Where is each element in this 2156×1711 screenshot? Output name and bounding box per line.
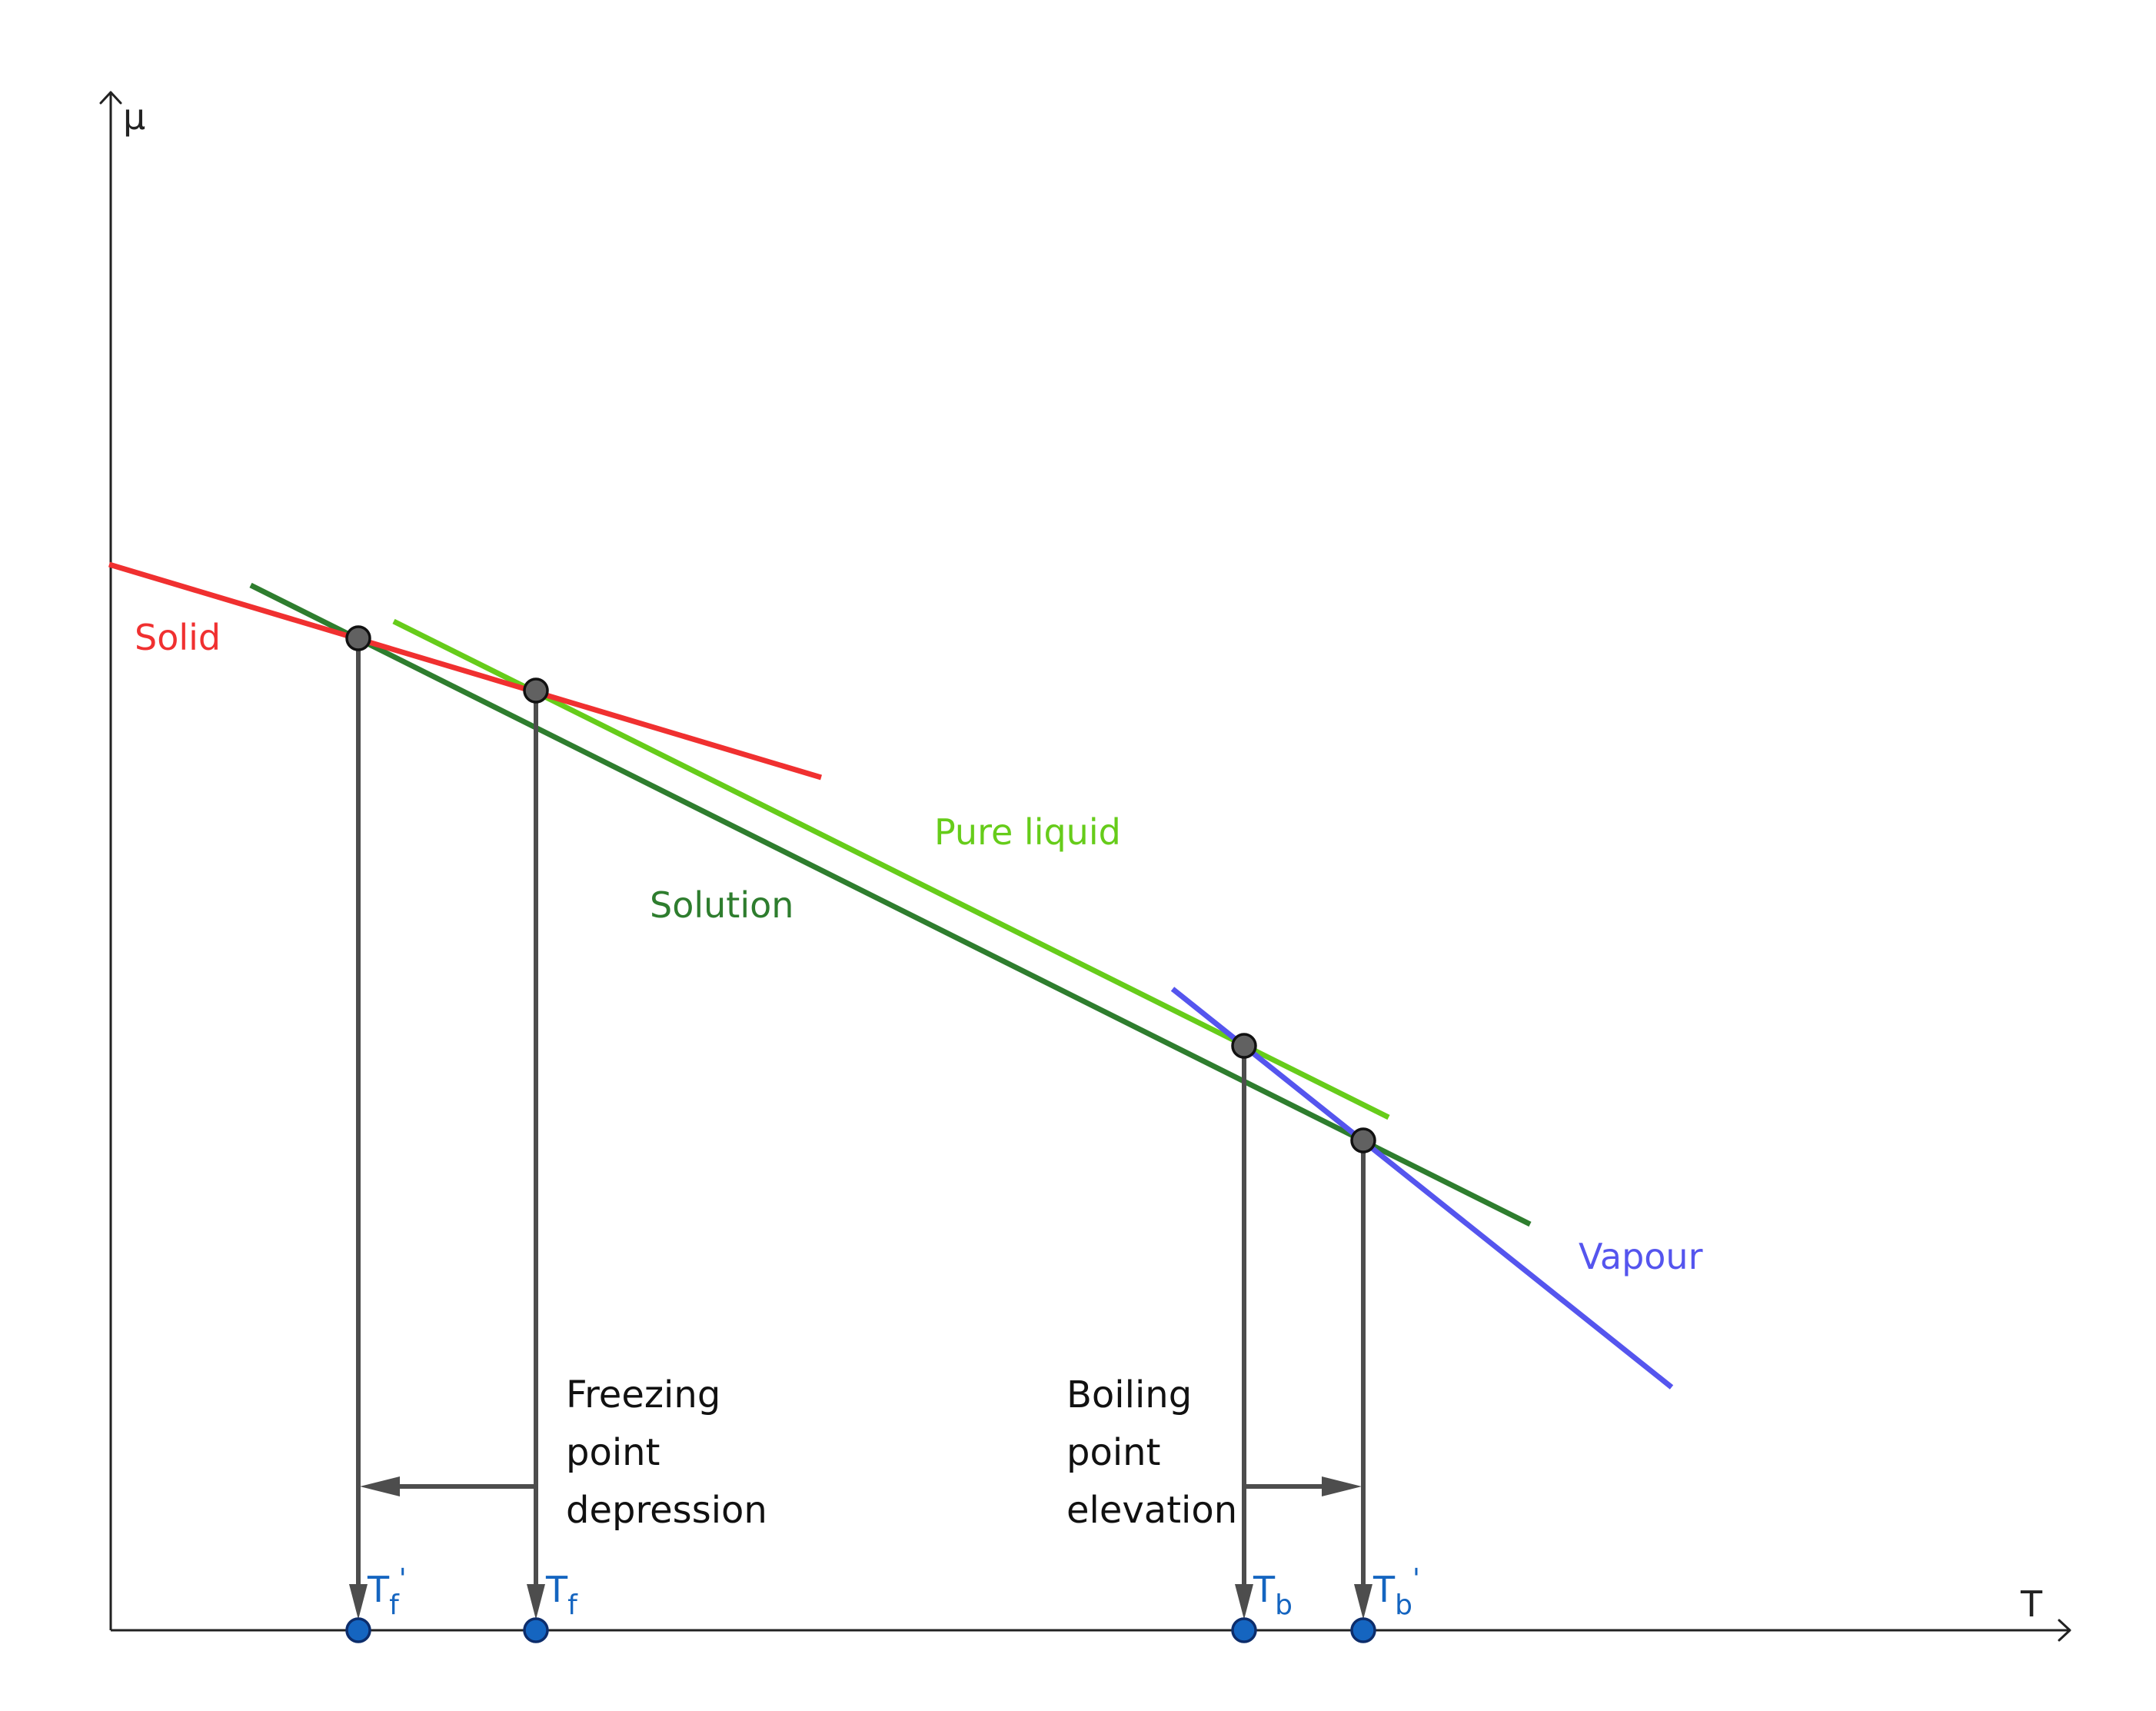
solution-line bbox=[249, 582, 1532, 1227]
boiling-annotation-line-3: elevation bbox=[1066, 1489, 1237, 1532]
tb-label-base: T bbox=[1253, 1569, 1276, 1610]
x-axis-arrow-icon bbox=[2058, 1619, 2071, 1642]
freezing-annotation-line-1: Freezing bbox=[566, 1373, 720, 1416]
solid-line bbox=[108, 561, 823, 781]
boiling-annotation-line-2: point bbox=[1066, 1431, 1160, 1474]
vapour-line bbox=[1170, 987, 1674, 1390]
vapour-label: Vapour bbox=[1579, 1236, 1703, 1277]
tb-prime-label-sub: b bbox=[1395, 1589, 1412, 1621]
temperature-points bbox=[345, 1617, 1376, 1643]
tf-arrowhead-icon bbox=[527, 1584, 545, 1619]
x-axis-label: T bbox=[2020, 1583, 2043, 1625]
tf-prime-label-base: T bbox=[367, 1569, 390, 1610]
tb-prime-label: Tb' bbox=[1372, 1563, 1420, 1621]
tb-prime-point bbox=[1350, 1617, 1376, 1643]
temperature-labels: Tf' Tf Tb Tb' bbox=[367, 1563, 1420, 1621]
annotations: Freezing point depression Boiling point … bbox=[566, 1373, 1237, 1532]
freezing-annotation-line-3: depression bbox=[566, 1489, 767, 1532]
tb-prime-label-sup: ' bbox=[1412, 1563, 1420, 1595]
drop-lines bbox=[349, 638, 1372, 1619]
tf-point bbox=[523, 1617, 549, 1643]
shift-arrows bbox=[360, 1476, 1362, 1496]
tf-prime-arrowhead-icon bbox=[349, 1584, 368, 1619]
boiling-annotation-line-1: Boiling bbox=[1066, 1373, 1192, 1416]
freezing-annotation-line-2: point bbox=[566, 1431, 660, 1474]
intersection-points bbox=[345, 625, 1376, 1153]
pure-liquid-label: Pure liquid bbox=[934, 811, 1121, 853]
tf-prime-label-sub: f bbox=[389, 1589, 400, 1621]
potential-lines bbox=[108, 561, 1674, 1390]
tb-label: Tb bbox=[1253, 1569, 1293, 1621]
tb-label-sub: b bbox=[1275, 1589, 1293, 1621]
pure-liquid-line bbox=[392, 618, 1390, 1120]
tf-prime-point bbox=[345, 1617, 371, 1643]
boiling-elevation-arrowhead-icon bbox=[1322, 1476, 1362, 1496]
solution-vapour-intersection-point bbox=[1350, 1127, 1376, 1153]
solid-label: Solid bbox=[135, 617, 221, 658]
tf-label-sub: f bbox=[567, 1589, 578, 1621]
solution-label: Solution bbox=[650, 884, 794, 926]
y-axis-label: μ bbox=[123, 96, 145, 138]
tf-label: Tf bbox=[545, 1569, 578, 1621]
tb-prime-label-base: T bbox=[1372, 1569, 1396, 1610]
curve-labels: Solid Pure liquid Solution Vapour bbox=[135, 617, 1703, 1277]
tb-prime-arrowhead-icon bbox=[1354, 1584, 1372, 1619]
tb-point bbox=[1231, 1617, 1257, 1643]
solid-liquid-intersection-point bbox=[523, 677, 549, 704]
freezing-depression-arrowhead-icon bbox=[360, 1476, 400, 1496]
tb-arrowhead-icon bbox=[1235, 1584, 1253, 1619]
axes: μ T bbox=[99, 91, 2071, 1642]
tf-prime-label-sup: ' bbox=[399, 1563, 407, 1595]
y-axis-arrow-icon bbox=[99, 91, 122, 105]
liquid-vapour-intersection-point bbox=[1231, 1033, 1257, 1059]
solid-solution-intersection-point bbox=[345, 625, 371, 651]
tf-prime-label: Tf' bbox=[367, 1563, 407, 1621]
tf-label-base: T bbox=[545, 1569, 568, 1610]
